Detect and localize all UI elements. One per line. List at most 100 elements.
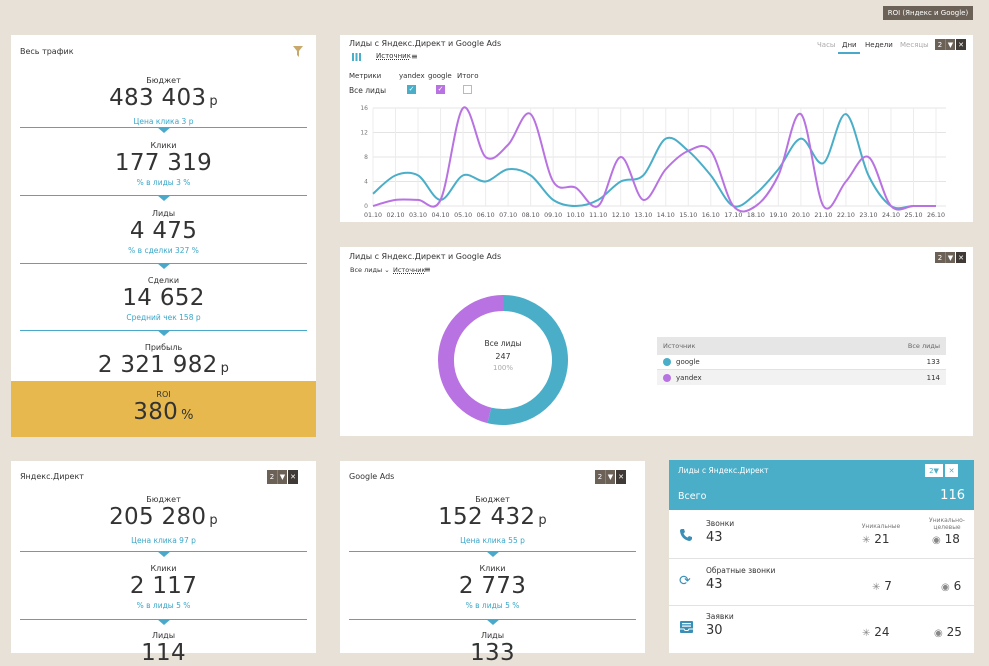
- clicks-value: 177 319: [114, 150, 213, 176]
- roi-unit: %: [181, 408, 194, 423]
- checkbox-total[interactable]: [463, 85, 472, 94]
- legend-yandex: yandex: [399, 72, 425, 80]
- profit-value: 2 321 982: [97, 352, 218, 378]
- click-price: Цена клика 55 р: [460, 536, 525, 545]
- currency: р: [220, 361, 230, 376]
- card-title: Google Ads: [349, 472, 395, 481]
- leads-pct: % в сделки 327 %: [128, 246, 199, 255]
- leads-label: Лиды: [151, 209, 176, 218]
- filter-all-leads[interactable]: Все лиды ⌄: [350, 266, 390, 274]
- badge-count[interactable]: 2: [937, 40, 943, 49]
- leads-value: 4 475: [129, 218, 198, 244]
- series-line-google: [372, 106, 936, 213]
- x-tick-label: 26.10: [927, 212, 945, 219]
- period-active-underline: [838, 52, 860, 54]
- row-target: 18: [944, 532, 960, 546]
- period-days[interactable]: Дни: [842, 41, 857, 49]
- click-price: Цена клика 97 р: [131, 536, 196, 545]
- donut-slice-yandex[interactable]: [438, 295, 504, 424]
- x-tick-label: 21.10: [814, 212, 832, 219]
- x-tick-label: 05.10: [454, 212, 472, 219]
- close-icon[interactable]: ✕: [287, 470, 298, 484]
- list-item-callbacks[interactable]: ⟳ Обратные звонки 43 ✳ 7 ◉ 6: [669, 559, 974, 606]
- close-icon[interactable]: ✕: [955, 39, 966, 50]
- row-value: 43: [706, 530, 723, 545]
- filter-icon[interactable]: ▼: [277, 470, 287, 484]
- table-row[interactable]: yandex 114: [657, 370, 946, 385]
- filter-icon[interactable]: ▼: [945, 252, 955, 263]
- card-title: Весь трафик: [20, 47, 74, 56]
- badge-value: 2: [929, 466, 934, 475]
- donut-pct: 100%: [492, 364, 513, 372]
- period-weeks[interactable]: Недели: [865, 41, 893, 49]
- all-leads-label: Все лиды: [349, 86, 387, 95]
- clicks-label: Клики: [479, 564, 506, 573]
- close-icon[interactable]: ✕: [945, 464, 958, 477]
- row-unique: 7: [884, 579, 892, 593]
- filter-all-label: Все лиды: [350, 266, 383, 274]
- source-selector[interactable]: Источник: [393, 266, 426, 274]
- roi-value: 380: [133, 399, 179, 425]
- close-icon[interactable]: ✕: [955, 252, 966, 263]
- budget-value: 483 403: [109, 85, 207, 111]
- bar-chart-icon[interactable]: [352, 53, 361, 61]
- roi-block: ROI 380%: [11, 381, 316, 437]
- clicks-label: Клики: [150, 141, 177, 150]
- deals-label: Сделки: [147, 276, 180, 285]
- source-selector[interactable]: Источник: [376, 52, 411, 60]
- donut-slice-google[interactable]: [487, 295, 568, 425]
- table-row[interactable]: google 133: [657, 355, 946, 370]
- x-tick-label: 16.10: [702, 212, 720, 219]
- x-tick-label: 01.10: [364, 212, 382, 219]
- y-tick-label: 8: [364, 154, 368, 161]
- table-head-source: Источник: [663, 342, 696, 350]
- roi-button[interactable]: ROI (Яндекс и Google): [883, 6, 973, 20]
- widget-controls: 2 ▼ ✕: [935, 252, 966, 263]
- line-chart: 0 4 8 12 16 01.10 02.10 03.10 04.10 05.10 06.10 07.…: [360, 105, 946, 219]
- close-icon[interactable]: ✕: [615, 470, 626, 484]
- widget-controls: 2 ▼ ✕: [595, 470, 626, 484]
- card-title: Лиды с Яндекс.Директ и Google Ads: [349, 39, 502, 48]
- row-name: google: [676, 358, 700, 366]
- row-value: 133: [926, 358, 940, 366]
- color-dot: [663, 358, 671, 366]
- profit-label: Прибыль: [144, 343, 183, 352]
- budget-value: 152 432: [438, 504, 536, 530]
- badge-count[interactable]: 2: [269, 473, 275, 481]
- badge-count[interactable]: 2: [597, 473, 603, 481]
- period-hours[interactable]: Часы: [817, 41, 836, 49]
- x-tick-label: 18.10: [747, 212, 765, 219]
- clicks-pct: % в лиды 3 %: [136, 178, 191, 187]
- x-tick-label: 24.10: [882, 212, 900, 219]
- x-tick-label: 15.10: [679, 212, 697, 219]
- row-label: Звонки: [706, 519, 735, 528]
- filter-icon[interactable]: [293, 46, 303, 57]
- row-value: 43: [706, 577, 723, 592]
- period-months[interactable]: Месяцы: [900, 41, 929, 49]
- checkbox-yandex[interactable]: ✓: [407, 85, 416, 94]
- widget-controls: 2 ▼ ✕: [267, 470, 298, 484]
- filter-icon[interactable]: ▼: [605, 470, 615, 484]
- clicks-label: Клики: [150, 564, 177, 573]
- x-tick-label: 10.10: [567, 212, 585, 219]
- badge-count[interactable]: 2 ▼: [925, 464, 943, 477]
- badge-count[interactable]: 2: [937, 253, 943, 262]
- target-icon: ◉: [934, 628, 943, 639]
- y-tick-label: 0: [364, 203, 368, 210]
- sort-icon[interactable]: ≡: [424, 265, 431, 274]
- roi-label: ROI: [156, 390, 171, 399]
- x-tick-label: 17.10: [724, 212, 742, 219]
- sort-icon[interactable]: ≡: [411, 52, 418, 61]
- x-tick-label: 12.10: [612, 212, 630, 219]
- total-value: 116: [940, 488, 965, 503]
- clicks-value: 2 117: [129, 573, 198, 599]
- checkbox-google[interactable]: ✓: [436, 85, 445, 94]
- y-tick-label: 16: [360, 105, 368, 112]
- list-item-requests[interactable]: Заявки 30 ✳ 24 ◉ 25: [669, 606, 974, 653]
- filter-icon[interactable]: ▼: [945, 39, 955, 50]
- card-title: Яндекс.Директ: [20, 472, 84, 481]
- list-item-calls[interactable]: Звонки 43 ✳ 21 ◉ 18: [669, 512, 974, 559]
- x-tick-label: 14.10: [657, 212, 675, 219]
- budget-label: Бюджет: [146, 76, 181, 85]
- google-ads-card: Google Ads 2 ▼ ✕ Бюджет 152 432 р Цена клик…: [340, 461, 645, 666]
